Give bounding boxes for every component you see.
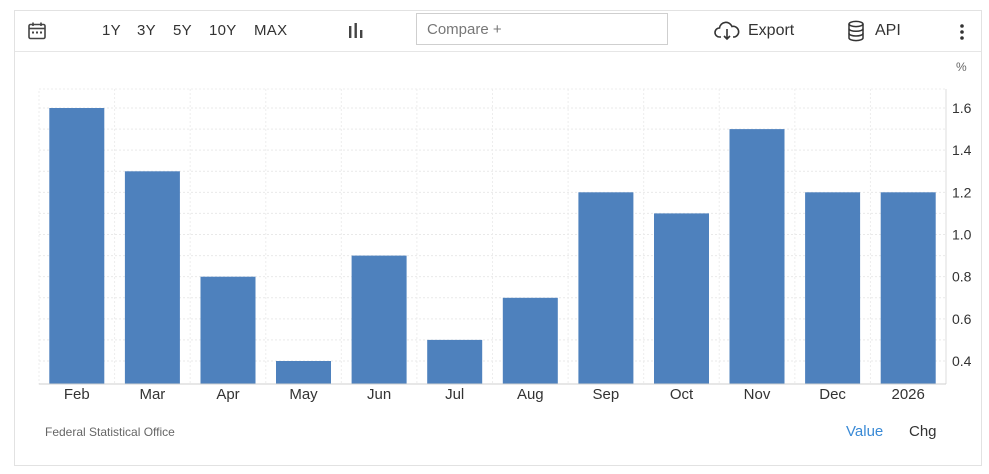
bar-sep[interactable] (578, 192, 634, 384)
y-tick-label: 0.8 (952, 269, 972, 285)
bar-apr[interactable] (200, 276, 256, 384)
toolbar: 1Y 3Y 5Y 10Y MAX Export API (15, 11, 981, 52)
x-tick-label: Dec (819, 386, 846, 403)
bar-nov[interactable] (729, 129, 785, 384)
x-tick-label: Jun (367, 386, 391, 403)
range-5y-button[interactable]: 5Y (173, 22, 192, 39)
vertical-dots-icon[interactable] (955, 22, 969, 42)
x-tick-label: 2026 (892, 386, 925, 403)
y-tick-label: 1.4 (952, 142, 972, 158)
x-tick-label: Oct (670, 386, 694, 403)
y-tick-label: 1.0 (952, 227, 972, 243)
y-tick-label: 0.4 (952, 353, 972, 369)
range-max-button[interactable]: MAX (254, 22, 288, 39)
chart-container (14, 10, 982, 466)
x-tick-label: Apr (216, 386, 239, 403)
bar-may[interactable] (276, 361, 331, 384)
bar-feb[interactable] (49, 108, 105, 384)
bar-mar[interactable] (124, 171, 180, 385)
compare-input[interactable] (416, 13, 668, 45)
x-tick-label: Mar (139, 386, 165, 403)
bar-chart-icon[interactable] (347, 21, 365, 41)
bar-dec[interactable] (805, 192, 861, 384)
export-button[interactable]: Export (748, 22, 795, 39)
bar-aug[interactable] (502, 297, 558, 385)
change-toggle[interactable]: Chg (909, 423, 937, 440)
bar-jul[interactable] (427, 339, 483, 384)
bar-jun[interactable] (351, 255, 407, 384)
value-toggle[interactable]: Value (846, 423, 884, 440)
unit-label: % (956, 60, 967, 74)
x-tick-label: Nov (744, 386, 771, 403)
range-10y-button[interactable]: 10Y (209, 22, 237, 39)
range-3y-button[interactable]: 3Y (137, 22, 156, 39)
bar-2026[interactable] (880, 192, 936, 384)
x-tick-label: Jul (445, 386, 464, 403)
bar-oct[interactable] (654, 213, 709, 384)
source-label: Federal Statistical Office (45, 425, 175, 439)
y-tick-label: 1.6 (952, 100, 972, 116)
database-icon[interactable] (847, 20, 865, 42)
x-tick-label: Sep (593, 386, 620, 403)
y-tick-label: 1.2 (952, 184, 972, 200)
x-tick-label: Aug (517, 386, 544, 403)
range-1y-button[interactable]: 1Y (102, 22, 121, 39)
x-tick-label: May (289, 386, 318, 403)
cloud-download-icon[interactable] (714, 20, 740, 42)
y-tick-label: 0.6 (952, 311, 972, 327)
x-tick-label: Feb (64, 386, 90, 403)
calendar-icon[interactable] (27, 21, 47, 41)
api-button[interactable]: API (875, 22, 901, 39)
